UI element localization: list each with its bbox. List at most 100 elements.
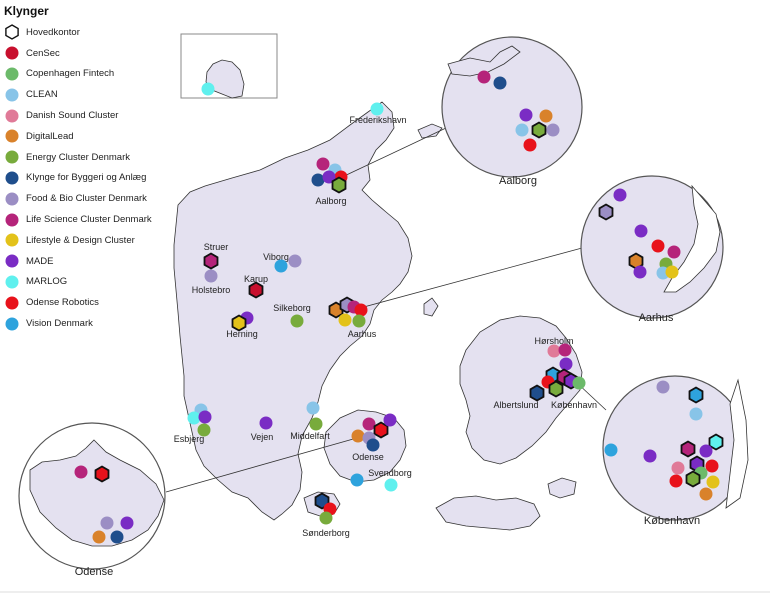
legend-item-foodbio: Food & Bio Cluster Denmark (4, 188, 174, 209)
circle-swatch-icon (5, 88, 19, 102)
lolland-falster-islands (435, 495, 541, 531)
hq-marker-energy (331, 176, 347, 194)
city-label-aalborg: Aalborg (315, 196, 346, 206)
cluster-marker-vision (604, 443, 618, 457)
circle-swatch-icon (5, 150, 19, 164)
cluster-marker-robotics (523, 138, 537, 152)
city-label-svendborg: Svendborg (368, 468, 412, 478)
legend-item-cph_fintech: Copenhagen Fintech (4, 64, 174, 85)
legend-item-sound: Danish Sound Cluster (4, 105, 174, 126)
legend-label: Klynge for Byggeri og Anlæg (26, 172, 147, 184)
cluster-marker-vision (350, 473, 364, 487)
cluster-marker-foodbio (656, 380, 670, 394)
legend-label: Hovedkontor (26, 26, 80, 38)
circle-swatch-icon (5, 192, 19, 206)
cluster-marker-clean (689, 407, 703, 421)
cluster-marker-digitallead (92, 530, 106, 544)
city-label-silkeborg: Silkeborg (273, 303, 311, 313)
aalborg-callout-line (339, 127, 447, 179)
jutland-peninsula (173, 101, 413, 521)
circle-swatch-icon (5, 275, 19, 289)
city-label-frederikshavn: Frederikshavn (349, 115, 406, 125)
legend-items: Hovedkontor CenSec Copenhagen Fintech CLEAN… (4, 22, 174, 334)
city-label-vejen: Vejen (251, 432, 274, 442)
callout-label-aarhus: Aarhus (639, 312, 674, 324)
circle-swatch-icon (5, 129, 19, 143)
hq-marker-robotics (373, 421, 389, 439)
hq-marker-byggeri (529, 384, 545, 402)
legend-item-lifestyle: Lifestyle & Design Cluster (4, 230, 174, 251)
cluster-marker-sound (671, 461, 685, 475)
kobenhavn-callout-circle (602, 375, 748, 521)
cluster-marker-energy (319, 511, 333, 525)
cluster-marker-energy (197, 423, 211, 437)
cluster-marker-made (559, 357, 573, 371)
cluster-marker-foodbio (100, 516, 114, 530)
callout-label-kobenhavn: København (644, 515, 700, 527)
cluster-marker-robotics (669, 474, 683, 488)
city-label-karup: Karup (244, 274, 268, 284)
legend-item-hovedkontor: Hovedkontor (4, 22, 174, 43)
cluster-marker-made (198, 410, 212, 424)
city-label-middelfart: Middelfart (290, 431, 330, 441)
cluster-marker-made (613, 188, 627, 202)
kobenhavn-callout-water (725, 378, 749, 509)
hexagon-icon (5, 24, 19, 41)
legend-label: MADE (26, 255, 54, 267)
city-label-sonderborg: Sønderborg (302, 528, 350, 538)
legend-label: Life Science Cluster Denmark (26, 214, 152, 226)
hq-marker-censec (248, 281, 264, 299)
cluster-marker-made (634, 224, 648, 238)
legend-label: Danish Sound Cluster (26, 110, 119, 122)
circle-swatch-icon (5, 296, 19, 310)
legend-item-marlog: MARLOG (4, 272, 174, 293)
cluster-marker-clean (515, 123, 529, 137)
city-label-kobenhavn: København (551, 400, 597, 410)
circle-swatch-icon (5, 67, 19, 81)
circle-swatch-icon (5, 317, 19, 331)
legend-label: Odense Robotics (26, 297, 99, 309)
hq-marker-lifestyle (231, 314, 247, 332)
legend-item-robotics: Odense Robotics (4, 292, 174, 313)
city-label-albertslund: Albertslund (493, 400, 538, 410)
cluster-marker-lifestyle (338, 313, 352, 327)
cluster-marker-lifestyle (665, 265, 679, 279)
hq-marker-vision (688, 386, 704, 404)
hq-marker-energy (548, 380, 564, 398)
hq-marker-marlog (708, 433, 724, 451)
city-label-viborg: Viborg (263, 252, 289, 262)
cluster-marker-robotics (705, 459, 719, 473)
cluster-marker-foodbio (546, 123, 560, 137)
legend-title: Klynger (4, 4, 49, 18)
hq-marker-energy (531, 121, 547, 139)
cluster-marker-energy (309, 417, 323, 431)
cluster-marker-made (699, 444, 713, 458)
cluster-marker-made (120, 516, 134, 530)
legend-label: Lifestyle & Design Cluster (26, 234, 135, 246)
cluster-markers (74, 70, 724, 544)
cluster-marker-made (322, 170, 336, 184)
hq-marker-lifescience (680, 440, 696, 458)
legend-label: Vision Denmark (26, 318, 93, 330)
legend-item-byggeri: Klynge for Byggeri og Anlæg (4, 168, 174, 189)
cluster-marker-lifescience (558, 343, 572, 357)
cluster-marker-digitallead (539, 109, 553, 123)
cluster-marker-energy (290, 314, 304, 328)
samso-island (423, 297, 439, 317)
cluster-marker-foodbio (204, 269, 218, 283)
aalborg-callout-land (447, 45, 521, 77)
legend-item-energy: Energy Cluster Denmark (4, 147, 174, 168)
city-labels: Frederikshavn Aalborg Struer Viborg Hols… (174, 115, 597, 538)
cluster-marker-lifestyle (706, 475, 720, 489)
odense-callout-line (165, 431, 379, 493)
cluster-marker-digitallead (699, 487, 713, 501)
hq-marker-lifescience (203, 252, 219, 270)
legend-label: CLEAN (26, 89, 58, 101)
circle-swatch-icon (5, 171, 19, 185)
legend-item-clean: CLEAN (4, 84, 174, 105)
cluster-marker-sound (547, 344, 561, 358)
cluster-marker-made (633, 265, 647, 279)
cluster-marker-foodbio (288, 254, 302, 268)
legend-label: Copenhagen Fintech (26, 68, 115, 80)
city-label-aarhus: Aarhus (348, 329, 377, 339)
